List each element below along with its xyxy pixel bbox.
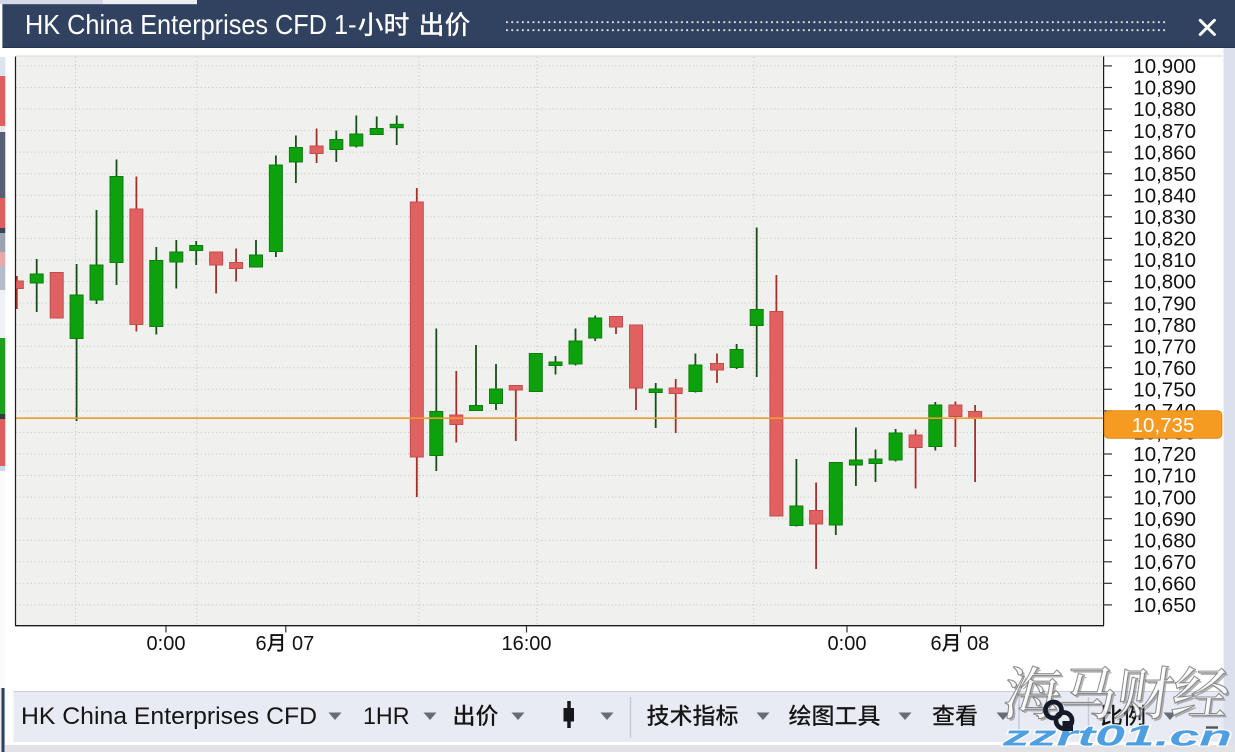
svg-text:07: 07 — [292, 633, 314, 655]
svg-text:10,720: 10,720 — [1133, 443, 1196, 466]
svg-text:10,900: 10,900 — [1133, 55, 1196, 78]
svg-text:16:00: 16:00 — [501, 633, 551, 655]
svg-text:10,670: 10,670 — [1133, 551, 1196, 574]
svg-text:10,750: 10,750 — [1133, 379, 1196, 402]
svg-text:10,800: 10,800 — [1133, 271, 1196, 294]
svg-text:10,880: 10,880 — [1133, 98, 1196, 121]
svg-text:10,760: 10,760 — [1133, 357, 1196, 380]
svg-text:10,710: 10,710 — [1133, 465, 1196, 488]
svg-text:10,820: 10,820 — [1133, 228, 1196, 251]
svg-text:10,790: 10,790 — [1133, 292, 1196, 315]
svg-text:6: 6 — [931, 633, 942, 655]
svg-text:10,830: 10,830 — [1133, 206, 1196, 229]
svg-text:10,810: 10,810 — [1133, 249, 1196, 272]
svg-text:zzrt01.cn: zzrt01.cn — [1001, 721, 1232, 752]
svg-text:10,780: 10,780 — [1133, 314, 1196, 337]
svg-text:10,860: 10,860 — [1133, 141, 1196, 164]
svg-text:10,870: 10,870 — [1133, 120, 1196, 143]
svg-text:10,650: 10,650 — [1133, 594, 1196, 617]
svg-text:08: 08 — [967, 633, 989, 655]
svg-text:10,770: 10,770 — [1133, 335, 1196, 358]
svg-text:10,840: 10,840 — [1133, 185, 1196, 208]
svg-text:6: 6 — [256, 633, 267, 655]
svg-text:HK China Enterprises CFD: HK China Enterprises CFD — [21, 703, 317, 730]
svg-text:10,850: 10,850 — [1133, 163, 1196, 186]
svg-text:10,890: 10,890 — [1133, 77, 1196, 100]
svg-text:10,690: 10,690 — [1133, 508, 1196, 531]
svg-text:10,735: 10,735 — [1132, 414, 1195, 437]
svg-text:HK China Enterprises CFD 1-: HK China Enterprises CFD 1- — [25, 9, 357, 40]
svg-text:10,680: 10,680 — [1133, 529, 1196, 552]
svg-text:0:00: 0:00 — [147, 633, 186, 655]
svg-text:1HR: 1HR — [363, 703, 410, 730]
svg-text:0:00: 0:00 — [828, 633, 867, 655]
svg-text:10,700: 10,700 — [1133, 486, 1196, 509]
svg-text:10,660: 10,660 — [1133, 573, 1196, 596]
